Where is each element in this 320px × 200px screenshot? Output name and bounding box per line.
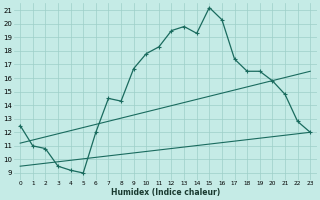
X-axis label: Humidex (Indice chaleur): Humidex (Indice chaleur) — [111, 188, 220, 197]
